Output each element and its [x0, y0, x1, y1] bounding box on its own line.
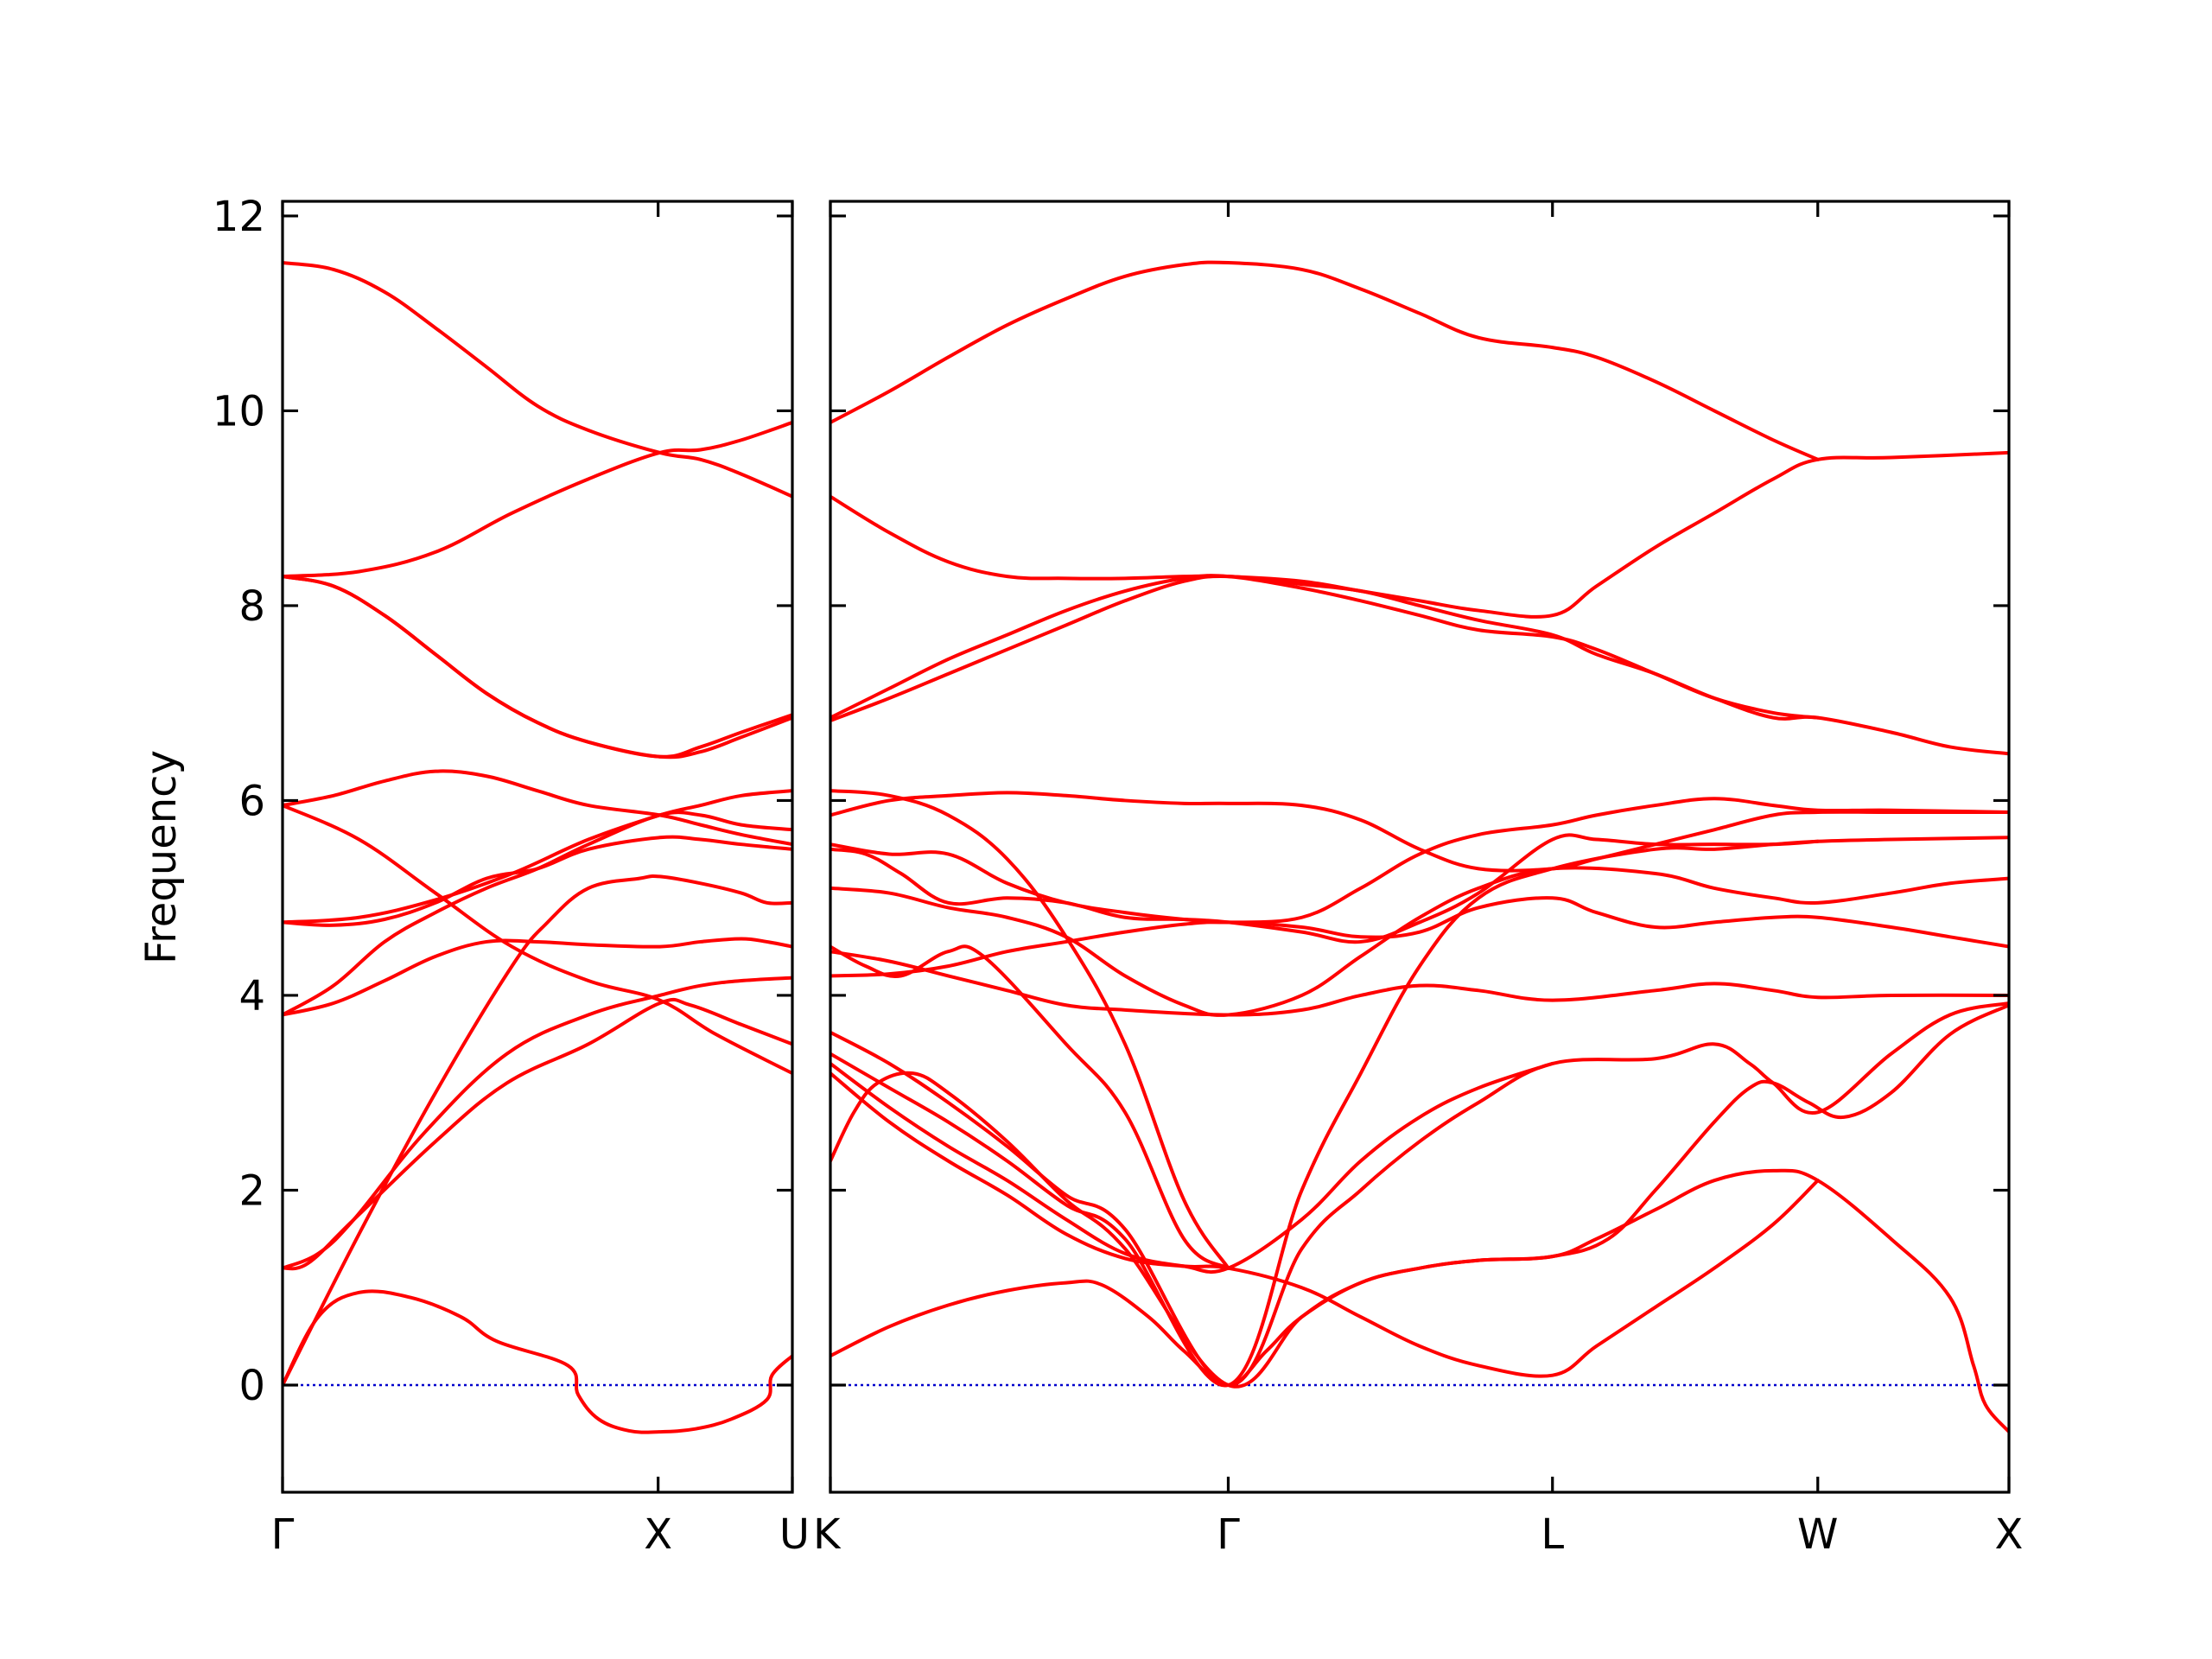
band-line-left-14 [283, 261, 792, 499]
panel-frame [281, 200, 794, 1494]
band-line-left-2 [283, 874, 792, 1387]
band-line-left-6 [283, 937, 792, 1017]
bands-group [830, 260, 2009, 1434]
band-line-right-13 [830, 797, 2009, 925]
band-line-left-5 [283, 804, 792, 1076]
x-tick-label: K [813, 1510, 842, 1559]
band-line-left-12 [283, 575, 792, 759]
band-line-left-1 [283, 1289, 792, 1434]
x-tick-label: U [779, 1510, 810, 1559]
band-line-left-9 [283, 789, 792, 925]
x-tick-label: W [1797, 1510, 1838, 1559]
y-tick-label: 8 [238, 582, 265, 631]
band-line-left-8 [283, 835, 792, 927]
x-tick-label: X [644, 1510, 672, 1559]
y-tick-label: 4 [238, 972, 265, 1020]
y-tick-label: 6 [238, 777, 265, 825]
y-axis-label-group: Frequency [137, 750, 186, 964]
y-axis-label: Frequency [137, 750, 186, 964]
x-tick-label: Γ [1217, 1510, 1240, 1559]
panel-frame [829, 200, 2011, 1494]
band-line-right-3 [830, 1001, 2009, 1387]
band-line-right-15 [830, 574, 2009, 756]
band-line-left-10 [283, 769, 792, 847]
band-line-left-13 [283, 420, 792, 579]
x-tick-label: Γ [271, 1510, 295, 1559]
band-line-right-16 [830, 574, 1820, 720]
band-line-left-11 [283, 575, 792, 760]
band-line-right-9 [830, 896, 2009, 978]
band-line-left-4 [283, 997, 792, 1271]
y-tick-label: 12 [213, 193, 265, 241]
band-line-right-6 [830, 1071, 1820, 1378]
band-line-right-14 [830, 791, 2009, 873]
bands-group [283, 261, 792, 1434]
band-line-right-11 [830, 866, 2009, 1017]
y-tick-label: 0 [238, 1362, 265, 1410]
y-tick-label: 10 [213, 387, 265, 435]
panel-left: Γ X U 0 2 4 6 8 10 12 [213, 193, 810, 1559]
band-line-right-1 [830, 1168, 2009, 1434]
band-line-left-3 [283, 976, 792, 1270]
plot-panels: Γ X U 0 2 4 6 8 10 12 K Γ L W X [213, 193, 2024, 1559]
x-tick-label: X [1995, 1510, 2024, 1559]
band-line-right-2 [830, 1003, 2009, 1389]
x-tick-label: L [1541, 1510, 1564, 1559]
band-line-right-10 [830, 950, 2009, 1017]
band-line-right-18 [830, 260, 1820, 461]
y-tick-label: 2 [238, 1166, 265, 1215]
band-line-right-17 [830, 450, 2009, 619]
